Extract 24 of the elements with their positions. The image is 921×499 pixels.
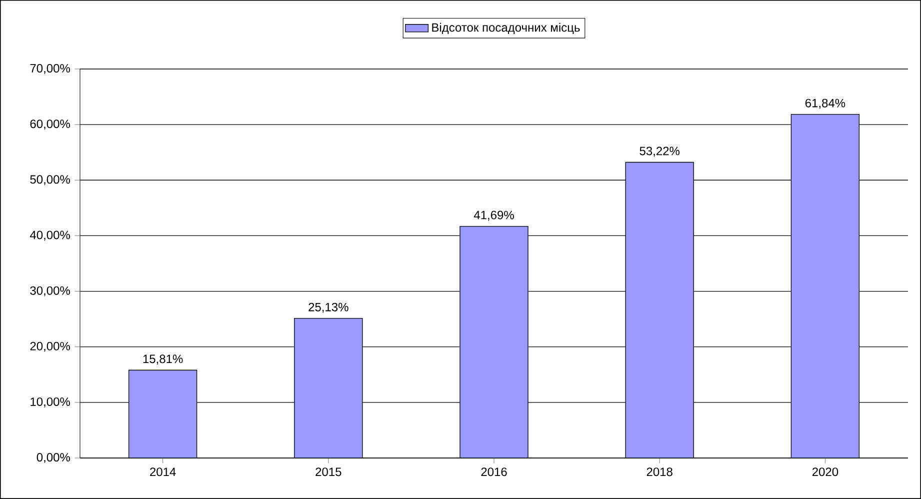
data-label: 61,84% (805, 98, 846, 109)
bar (790, 114, 860, 458)
x-tick-label: 2018 (646, 468, 672, 476)
y-tick-label: 0,00% (36, 453, 70, 463)
data-label: 53,22% (640, 146, 680, 157)
x-tick-label: 2014 (150, 468, 176, 476)
y-tick-label: 10,00% (30, 397, 70, 408)
legend-label: Відсоток посадочних місць (432, 22, 580, 34)
y-tick-label: 20,00% (30, 342, 70, 352)
y-tick-label: 30,00% (30, 286, 70, 296)
data-label: 41,69% (474, 210, 514, 221)
x-tick-label: 2015 (316, 468, 342, 476)
y-tick-label: 40,00% (30, 230, 70, 241)
x-tick-label: 2020 (812, 468, 838, 476)
data-label: 25,13% (308, 302, 348, 313)
data-label: 15,81% (143, 354, 183, 365)
bar (625, 162, 694, 458)
y-tick-label: 60,00% (30, 120, 70, 130)
bar (460, 226, 528, 458)
bar (294, 318, 363, 458)
y-tick-label: 70,00% (30, 64, 70, 74)
y-tick-label: 50,00% (30, 175, 70, 186)
x-tick-label: 2016 (481, 468, 507, 476)
bar (128, 370, 198, 458)
